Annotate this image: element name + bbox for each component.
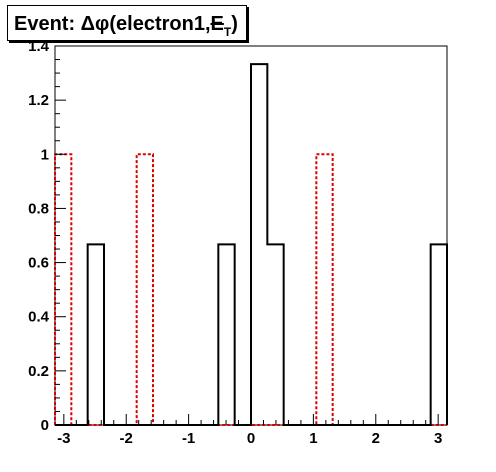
x-tick-label-0: -3 [57,430,70,447]
y-tick-label-4: 0.8 [28,200,49,217]
series-layer [54,63,448,426]
y-tick-label-5: 1 [41,146,49,163]
met-subscript: T [223,25,232,39]
y-tick-label-1: 0.2 [28,363,49,380]
x-tick-label-1: -2 [120,430,133,447]
y-tick-label-6: 1.2 [28,92,49,109]
x-tick-label-4: 1 [309,430,317,447]
met-symbol: E [210,13,224,35]
y-tick-label-2: 0.4 [28,309,50,326]
y-tick-label-0: 0 [41,417,49,434]
x-tick-label-5: 2 [372,430,380,447]
histogram-series-0 [55,63,448,426]
x-tick-label-6: 3 [434,430,442,447]
x-tick-label-3: 0 [247,430,255,447]
axis-layer: -3 -2 -1 0 1 2 3 0 0.2 0.4 0.6 0.8 1 1.2 1.4 [28,38,442,447]
chart-title: Event: Δφ(electron1,ET) [7,5,247,41]
chart-title-suffix: ) [231,13,238,35]
x-tick-label-2: -1 [182,430,195,447]
y-tick-label-7: 1.4 [28,38,50,55]
chart-title-prefix: Event: Δφ(electron1, [14,13,211,35]
y-tick-label-3: 0.6 [28,255,49,272]
